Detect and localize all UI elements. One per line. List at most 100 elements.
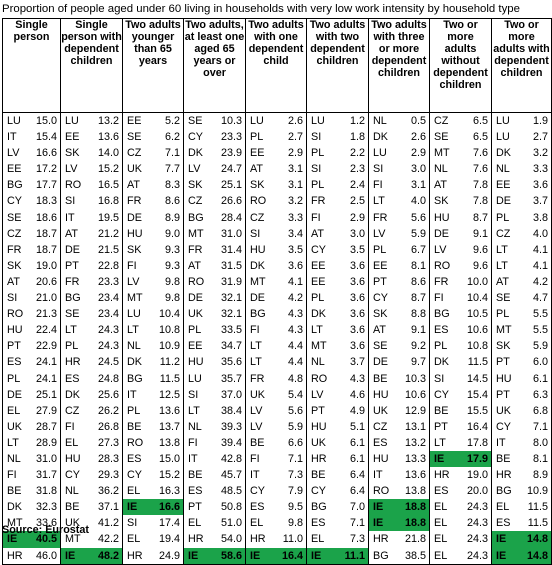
percentage-value: 6.7: [410, 243, 426, 256]
country-code: SE: [434, 131, 449, 144]
country-row: NL 7.6: [430, 161, 491, 177]
country-code: LV: [7, 147, 20, 160]
percentage-value: 1.8: [349, 131, 365, 144]
country-code: SK: [250, 179, 265, 192]
country-code: EL: [311, 533, 325, 546]
percentage-value: 15.2: [97, 163, 119, 176]
country-row: DK 11.2: [123, 354, 183, 370]
country-code: BE: [65, 501, 80, 514]
country-row: LT 10.8: [123, 322, 183, 338]
percentage-value: 5.9: [532, 340, 548, 353]
country-code: BG: [434, 308, 450, 321]
country-row: FR 31.4: [184, 242, 245, 258]
percentage-value: 16.8: [97, 195, 119, 208]
country-row: AT 7.8: [430, 177, 491, 193]
percentage-value: 54.0: [220, 533, 242, 546]
country-code: CZ: [373, 420, 388, 433]
percentage-value: 11.5: [527, 501, 548, 514]
percentage-value: 3.1: [287, 179, 303, 192]
percentage-value: 10.8: [466, 340, 488, 353]
country-code: ES: [496, 517, 511, 530]
country-code: BG: [250, 308, 266, 321]
country-row: CZ 4.0: [492, 226, 551, 242]
country-code: UK: [250, 388, 265, 401]
country-row: EL 11.5: [492, 499, 551, 515]
country-code: LU: [7, 115, 21, 127]
percentage-value: 24.3: [466, 533, 488, 546]
percentage-value: 2.7: [287, 131, 303, 144]
percentage-value: 9.8: [287, 517, 303, 530]
country-row: RO 13.8: [369, 483, 429, 499]
percentage-value: 16.6: [158, 501, 180, 514]
percentage-value: 4.1: [287, 275, 303, 288]
percentage-value: 3.6: [349, 292, 365, 305]
percentage-value: 3.6: [349, 308, 365, 321]
percentage-value: 3.3: [532, 163, 548, 176]
column-values: LU 13.2 EE 13.6 SK 14.0 LV 15.2 RO 16.5 SI 16.8 IT 19…: [60, 112, 123, 565]
country-code: HU: [311, 420, 327, 433]
country-code: SK: [127, 243, 142, 256]
country-code: HU: [373, 452, 389, 465]
country-row: LU 2.9: [369, 145, 429, 161]
country-row: DE 9.7: [369, 354, 429, 370]
country-code: SI: [311, 131, 322, 144]
country-code: ES: [188, 485, 203, 498]
percentage-value: 50.8: [220, 501, 242, 514]
country-row: EL 27.3: [61, 435, 122, 451]
country-row: SE 10.3: [184, 113, 245, 129]
percentage-value: 45.7: [220, 469, 242, 482]
country-code: NL: [65, 485, 79, 498]
country-row: ES 24.1: [3, 354, 60, 370]
column-header: Two or more adults with dependent childr…: [491, 18, 552, 113]
highlighted-country-row: IE 14.8: [492, 531, 551, 548]
country-code: EE: [188, 340, 203, 353]
country-code: DE: [188, 292, 203, 305]
highlighted-country-row: IE 17.9: [430, 450, 491, 468]
percentage-value: 20.0: [466, 485, 488, 498]
country-row: EL 24.3: [430, 499, 491, 515]
percentage-value: 9.5: [287, 501, 303, 514]
country-code: IT: [7, 131, 17, 144]
country-code: SK: [434, 195, 449, 208]
percentage-value: 4.0: [532, 227, 548, 240]
country-code: SK: [188, 179, 203, 192]
country-code: HR: [65, 356, 81, 369]
percentage-value: 3.5: [287, 243, 303, 256]
percentage-value: 10.9: [526, 485, 548, 498]
country-code: CZ: [434, 115, 449, 127]
country-row: HR 19.0: [430, 467, 491, 483]
source-note: Source: Eurostat: [2, 524, 89, 536]
percentage-value: 9.6: [472, 243, 488, 256]
percentage-value: 17.8: [466, 436, 488, 449]
percentage-value: 4.1: [532, 259, 548, 272]
country-code: SK: [65, 147, 80, 160]
country-code: CY: [311, 485, 326, 498]
country-code: ES: [311, 517, 326, 530]
percentage-value: 21.0: [35, 292, 57, 305]
country-row: SI 37.0: [184, 387, 245, 403]
percentage-value: 4.3: [287, 324, 303, 337]
country-row: UK 12.9: [369, 403, 429, 419]
country-row: PL 6.7: [369, 242, 429, 258]
percentage-value: 7.1: [349, 517, 365, 530]
percentage-value: 15.2: [158, 469, 180, 482]
country-row: FR 8.6: [123, 193, 183, 209]
percentage-value: 3.6: [349, 324, 365, 337]
country-code: LT: [188, 404, 200, 417]
percentage-value: 4.0: [410, 195, 426, 208]
country-code: FR: [434, 275, 449, 288]
country-code: CZ: [7, 227, 22, 240]
percentage-value: 9.7: [410, 356, 426, 369]
percentage-value: 7.1: [164, 147, 180, 160]
country-code: BG: [373, 549, 389, 562]
country-code: FR: [373, 211, 388, 224]
percentage-value: 39.3: [220, 420, 242, 433]
country-row: LV 4.6: [307, 387, 368, 403]
country-code: UK: [373, 404, 388, 417]
percentage-value: 4.2: [287, 292, 303, 305]
country-row: EL 24.3: [430, 515, 491, 531]
country-row: PL 33.5: [184, 322, 245, 338]
country-code: AT: [127, 179, 140, 192]
country-code: BG: [496, 485, 512, 498]
country-row: EE 34.7: [184, 338, 245, 354]
